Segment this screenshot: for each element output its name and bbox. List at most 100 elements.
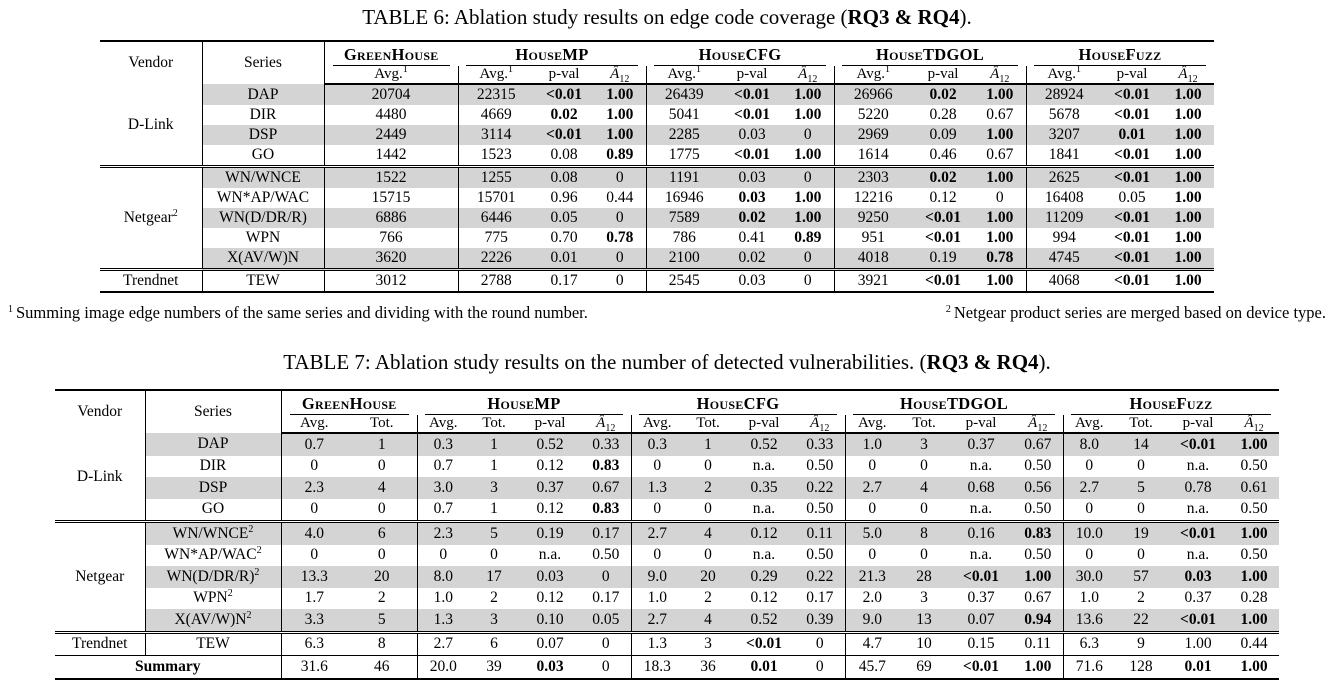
value-cell: <0.01 bbox=[1102, 165, 1162, 188]
series-cell: DIR bbox=[202, 105, 325, 125]
group-header: HouseFuzz bbox=[1063, 390, 1279, 415]
value-cell: 2.7 bbox=[845, 477, 899, 499]
value-cell: 766 bbox=[324, 228, 459, 248]
value-cell: 0 bbox=[1137, 546, 1145, 564]
value-cell: <0.01 bbox=[1102, 84, 1162, 105]
group-name: HouseFuzz bbox=[1034, 42, 1206, 66]
value-cell: 0.50 bbox=[1240, 546, 1268, 564]
value-cell: 20 bbox=[683, 566, 733, 588]
value-cell: 0 bbox=[782, 165, 835, 188]
table-row: DSP 2.3 4 3.0 3 0.37 0.67 1.3 2 0.35 0.22 2.7 4 0.68 0… bbox=[55, 477, 1279, 499]
value-cell: n.a. bbox=[1186, 457, 1210, 475]
value-cell: 0.12 bbox=[536, 457, 564, 475]
value-cell: 0 bbox=[653, 500, 662, 518]
value-cell: 3012 bbox=[324, 268, 459, 292]
value-cell: <0.01 bbox=[1167, 520, 1229, 545]
value-cell: 0.3 bbox=[417, 433, 469, 456]
value-cell: 1841 bbox=[1048, 146, 1080, 163]
value-cell: <0.01 bbox=[534, 125, 594, 145]
value-cell: 2303 bbox=[834, 165, 912, 188]
value-cell: 0.70 bbox=[550, 229, 578, 246]
value-cell: 0.28 bbox=[1240, 589, 1268, 607]
value-cell: 0.37 bbox=[519, 477, 581, 499]
header-row-groups: Vendor Series GreenHouse HouseMP HouseCFG Hou… bbox=[100, 41, 1214, 84]
value-cell: 0.17 bbox=[581, 520, 632, 545]
subheader-cell: Tot. bbox=[899, 415, 949, 434]
value-cell: 13 bbox=[899, 609, 949, 632]
value-cell: 0.09 bbox=[912, 125, 974, 145]
group-header: HouseCFG bbox=[646, 41, 834, 66]
value-cell: 1.0 bbox=[1079, 589, 1099, 607]
value-cell: 0 bbox=[1085, 500, 1094, 518]
value-cell: 3207 bbox=[1026, 125, 1102, 145]
value-cell: 1.0 bbox=[433, 589, 453, 607]
value-cell: 28 bbox=[899, 566, 949, 588]
value-cell: 0.78 bbox=[594, 228, 647, 248]
value-cell: 0 bbox=[704, 500, 712, 518]
value-cell: 1.00 bbox=[782, 105, 835, 125]
value-cell: 45.7 bbox=[845, 655, 899, 679]
value-cell: 0 bbox=[974, 188, 1027, 208]
value-cell: 13.3 bbox=[281, 566, 347, 588]
value-cell: 2226 bbox=[458, 248, 534, 270]
value-cell: 0.67 bbox=[581, 477, 632, 499]
value-cell: n.a. bbox=[969, 457, 993, 475]
value-cell: 0 bbox=[653, 457, 662, 475]
value-cell: 1442 bbox=[324, 145, 459, 167]
value-cell: 0.02 bbox=[912, 84, 974, 105]
value-cell: <0.01 bbox=[734, 106, 770, 123]
value-cell: 0.67 bbox=[1013, 587, 1064, 609]
subheader-cell: Tot. bbox=[469, 415, 519, 434]
value-cell: 4068 bbox=[1026, 268, 1102, 292]
value-cell: 2 bbox=[490, 589, 498, 607]
value-cell: 0.33 bbox=[795, 433, 846, 456]
table-row: Trendnet TEW 3012 2788 0.17 0 2545 0.03 0 3921 <0.… bbox=[100, 268, 1214, 292]
value-cell: 1523 bbox=[480, 146, 512, 163]
table-row: WN*AP/WAC 15715 15701 0.96 0.44 16946 0.03 1.00… bbox=[100, 188, 1214, 208]
value-cell: 4 bbox=[899, 477, 949, 499]
series-cell: WN/WNCE bbox=[202, 165, 325, 188]
value-cell: 1191 bbox=[646, 165, 722, 188]
subheader-cell: Avg.1 bbox=[1026, 65, 1102, 85]
value-cell: 2.3 bbox=[417, 520, 469, 545]
value-cell: 0.50 bbox=[1013, 498, 1064, 522]
value-cell: <0.01 bbox=[722, 84, 782, 105]
value-cell: 0.15 bbox=[949, 630, 1013, 656]
value-cell: 1.3 bbox=[417, 609, 469, 632]
value-cell: 1.00 bbox=[782, 208, 835, 228]
value-cell: 1 bbox=[683, 433, 733, 456]
value-cell: 0.83 bbox=[581, 455, 632, 477]
table-row: WPN 766 775 0.70 0.78 786 0.41 0.89 951 <0.01 1.00… bbox=[100, 228, 1214, 248]
value-cell: 0.78 bbox=[974, 248, 1027, 270]
header-row-groups: Vendor Series GreenHouse HouseMP HouseCFG Hou… bbox=[55, 390, 1279, 433]
value-cell: 0.22 bbox=[795, 477, 846, 499]
value-cell: 2 bbox=[683, 477, 733, 499]
series-cell: TEW bbox=[202, 268, 325, 292]
value-cell: 0 bbox=[1137, 457, 1145, 475]
table-row: DIR 4480 4669 0.02 1.00 5041 <0.01 1.00 5220 0.28… bbox=[100, 105, 1214, 125]
group-header: HouseTDGOL bbox=[845, 390, 1063, 415]
series-cell: DSP bbox=[145, 477, 282, 499]
value-cell: 0.29 bbox=[733, 566, 795, 588]
value-cell: 0.11 bbox=[795, 520, 846, 545]
value-cell: 6.3 bbox=[281, 630, 347, 656]
subheader-cell: Avg.1 bbox=[646, 65, 722, 85]
value-cell: 0.89 bbox=[594, 145, 647, 167]
value-cell: 0 bbox=[347, 544, 418, 566]
value-cell: 19 bbox=[1115, 520, 1167, 545]
value-cell: 26966 bbox=[834, 84, 912, 105]
vendor-column-header: Vendor bbox=[55, 390, 146, 433]
series-cell: GO bbox=[202, 145, 325, 167]
value-cell: 4 bbox=[683, 520, 733, 545]
subheader-cell: Avg. bbox=[631, 415, 683, 434]
footnote-1: 1 Summing image edge numbers of the same … bbox=[8, 303, 588, 323]
value-cell: 0.50 bbox=[795, 498, 846, 522]
value-cell: 0 bbox=[1085, 546, 1094, 564]
vendor-cell: Netgear bbox=[55, 520, 146, 632]
subheader-cell: p-val bbox=[1102, 66, 1162, 85]
value-cell: 0.83 bbox=[581, 498, 632, 522]
value-cell: 0.01 bbox=[733, 655, 795, 679]
value-cell: 1.00 bbox=[974, 228, 1027, 248]
subheader-cell: p-val bbox=[519, 415, 581, 434]
value-cell: 6446 bbox=[458, 208, 534, 228]
